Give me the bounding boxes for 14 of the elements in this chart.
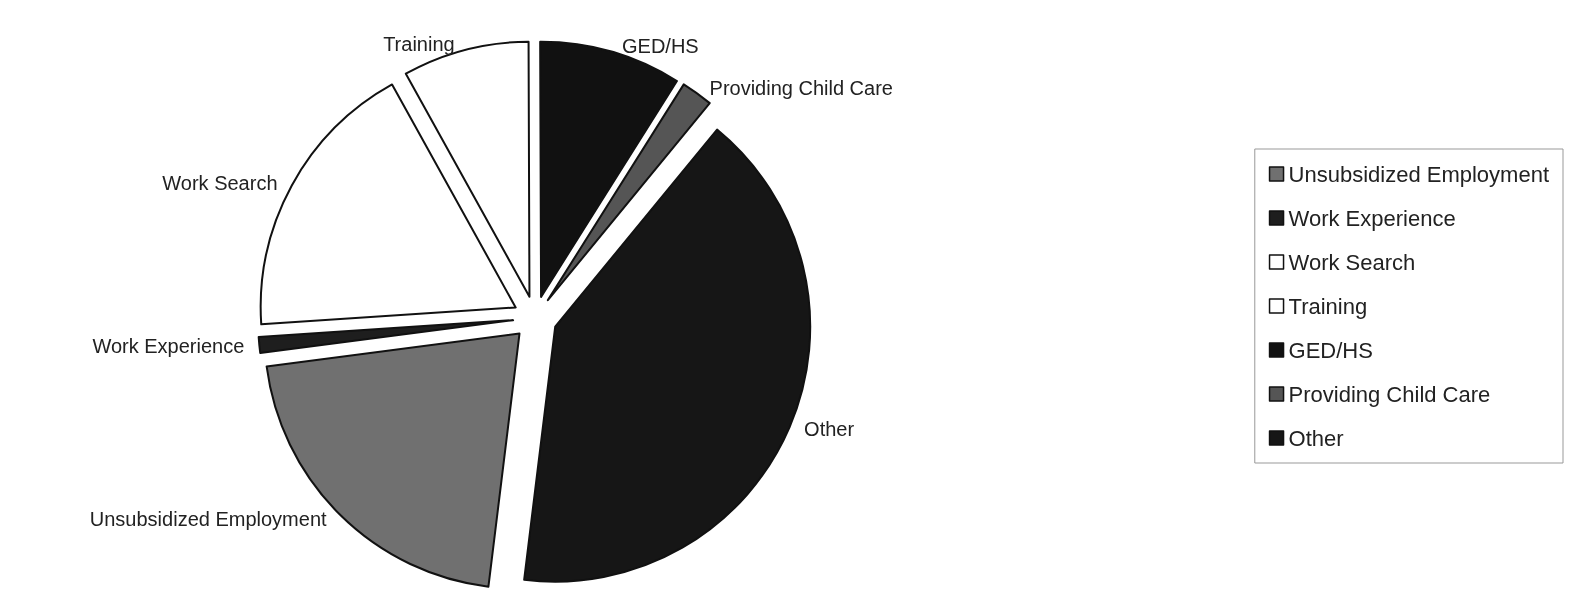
legend-label: Providing Child Care	[1288, 381, 1491, 407]
legend-label: Training	[1288, 293, 1368, 319]
slice-label: Unsubsidized Employment	[89, 507, 328, 530]
legend-label: Work Search	[1288, 249, 1416, 275]
slice-label: Training	[383, 33, 455, 56]
legend-label: Work Experience	[1288, 205, 1456, 231]
slice-label: Work Search	[162, 171, 278, 194]
legend-label: Unsubsidized Employment	[1288, 161, 1550, 187]
slice-label: Other	[804, 418, 855, 441]
slice-label: Providing Child Care	[709, 77, 893, 100]
slice-label: GED/HS	[622, 34, 699, 57]
slice-label: Work Experience	[92, 334, 245, 357]
legend-label: Other	[1288, 425, 1344, 451]
legend-label: GED/HS	[1288, 337, 1373, 363]
